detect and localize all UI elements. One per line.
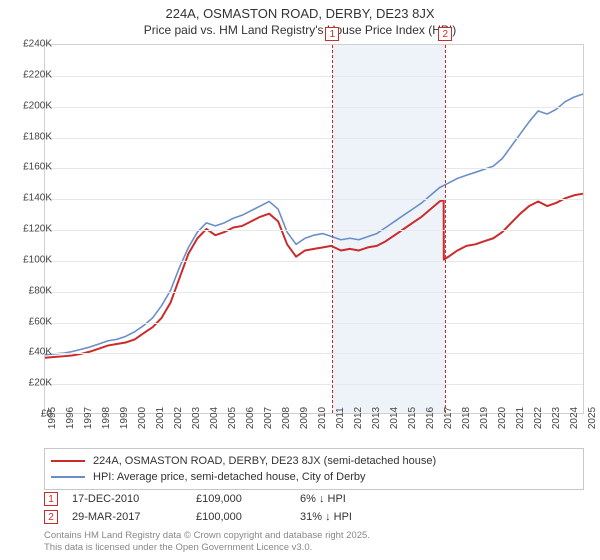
- x-axis-label: 2022: [533, 407, 544, 429]
- sale-date: 17-DEC-2010: [72, 493, 182, 505]
- sale-pct: 31% ↓ HPI: [300, 511, 410, 523]
- x-axis-label: 2017: [443, 407, 454, 429]
- x-axis-label: 2006: [245, 407, 256, 429]
- marker-line: [445, 45, 446, 413]
- x-axis-label: 2020: [497, 407, 508, 429]
- y-axis-label: £160K: [12, 162, 52, 173]
- x-axis-label: 2016: [425, 407, 436, 429]
- marker-badge: 1: [325, 27, 339, 41]
- y-axis-label: £20K: [12, 378, 52, 389]
- x-axis-label: 2008: [281, 407, 292, 429]
- y-axis-label: £240K: [12, 39, 52, 50]
- x-axis-label: 2002: [173, 407, 184, 429]
- x-axis-label: 2025: [587, 407, 598, 429]
- gridline: [45, 76, 583, 77]
- x-axis-label: 2011: [335, 407, 346, 429]
- sale-rows: 1 17-DEC-2010 £109,000 6% ↓ HPI 2 29-MAR-2017…: [44, 490, 584, 526]
- footer-line2: This data is licensed under the Open Gov…: [44, 542, 584, 554]
- chart-svg: [45, 45, 583, 413]
- y-axis-label: £140K: [12, 193, 52, 204]
- x-axis-label: 2004: [209, 407, 220, 429]
- x-axis-label: 2007: [263, 407, 274, 429]
- x-axis-label: 1997: [83, 407, 94, 429]
- gridline: [45, 230, 583, 231]
- sale-price: £109,000: [196, 493, 286, 505]
- x-axis-label: 1996: [65, 407, 76, 429]
- y-axis-label: £180K: [12, 131, 52, 142]
- x-axis-label: 2019: [479, 407, 490, 429]
- footer: Contains HM Land Registry data © Crown c…: [44, 530, 584, 554]
- gridline: [45, 138, 583, 139]
- x-axis-label: 2001: [155, 407, 166, 429]
- series-blue: [45, 94, 583, 355]
- title-line2: Price paid vs. HM Land Registry's House …: [0, 23, 600, 37]
- x-axis-label: 2013: [371, 407, 382, 429]
- y-axis-label: £120K: [12, 224, 52, 235]
- y-axis-label: £200K: [12, 100, 52, 111]
- x-axis-label: 2010: [317, 407, 328, 429]
- x-axis-label: 1995: [47, 407, 58, 429]
- sale-row: 1 17-DEC-2010 £109,000 6% ↓ HPI: [44, 490, 584, 508]
- gridline: [45, 384, 583, 385]
- gridline: [45, 323, 583, 324]
- footer-line1: Contains HM Land Registry data © Crown c…: [44, 530, 584, 542]
- x-axis-label: 1998: [101, 407, 112, 429]
- legend-row: HPI: Average price, semi-detached house,…: [51, 469, 577, 485]
- gridline: [45, 107, 583, 108]
- chart-area: 12: [44, 44, 584, 414]
- x-axis-label: 2018: [461, 407, 472, 429]
- x-axis-label: 2005: [227, 407, 238, 429]
- x-axis-label: 2024: [569, 407, 580, 429]
- title-block: 224A, OSMASTON ROAD, DERBY, DE23 8JX Pri…: [0, 0, 600, 37]
- x-axis-label: 2021: [515, 407, 526, 429]
- legend-label: 224A, OSMASTON ROAD, DERBY, DE23 8JX (se…: [93, 455, 436, 467]
- y-axis-label: £0: [12, 409, 52, 420]
- title-line1: 224A, OSMASTON ROAD, DERBY, DE23 8JX: [0, 6, 600, 21]
- gridline: [45, 168, 583, 169]
- sale-badge: 2: [44, 510, 58, 524]
- x-axis-label: 1999: [119, 407, 130, 429]
- legend-swatch: [51, 476, 85, 478]
- sale-date: 29-MAR-2017: [72, 511, 182, 523]
- legend-row: 224A, OSMASTON ROAD, DERBY, DE23 8JX (se…: [51, 453, 577, 469]
- sale-row: 2 29-MAR-2017 £100,000 31% ↓ HPI: [44, 508, 584, 526]
- legend-label: HPI: Average price, semi-detached house,…: [93, 471, 366, 483]
- sale-pct: 6% ↓ HPI: [300, 493, 410, 505]
- x-axis-label: 2015: [407, 407, 418, 429]
- x-axis-label: 2014: [389, 407, 400, 429]
- x-axis-label: 2000: [137, 407, 148, 429]
- x-axis-label: 2009: [299, 407, 310, 429]
- sale-price: £100,000: [196, 511, 286, 523]
- gridline: [45, 353, 583, 354]
- y-axis-label: £80K: [12, 285, 52, 296]
- sale-badge: 1: [44, 492, 58, 506]
- gridline: [45, 199, 583, 200]
- x-axis-label: 2023: [551, 407, 562, 429]
- series-red: [45, 194, 583, 358]
- legend-swatch: [51, 460, 85, 462]
- x-axis-label: 2012: [353, 407, 364, 429]
- gridline: [45, 292, 583, 293]
- y-axis-label: £60K: [12, 316, 52, 327]
- gridline: [45, 261, 583, 262]
- y-axis-label: £220K: [12, 69, 52, 80]
- marker-badge: 2: [438, 27, 452, 41]
- x-axis-label: 2003: [191, 407, 202, 429]
- marker-line: [332, 45, 333, 413]
- y-axis-label: £100K: [12, 254, 52, 265]
- y-axis-label: £40K: [12, 347, 52, 358]
- legend-box: 224A, OSMASTON ROAD, DERBY, DE23 8JX (se…: [44, 448, 584, 490]
